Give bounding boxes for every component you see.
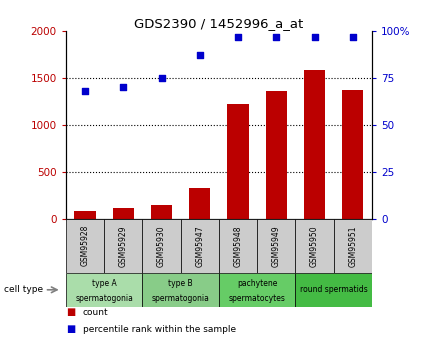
Bar	[113, 208, 134, 219]
Bar	[189, 188, 210, 219]
Text: GSM95951: GSM95951	[348, 225, 357, 267]
Bar	[342, 90, 363, 219]
Text: GSM95929: GSM95929	[119, 225, 128, 267]
Text: type B: type B	[168, 279, 193, 288]
Point	[158, 75, 165, 81]
Bar	[142, 219, 181, 273]
Bar	[74, 210, 96, 219]
Text: GSM95949: GSM95949	[272, 225, 281, 267]
Text: spermatogonia: spermatogonia	[152, 294, 210, 303]
Text: round spermatids: round spermatids	[300, 285, 368, 294]
Bar	[219, 273, 295, 307]
Bar	[295, 273, 372, 307]
Bar	[66, 219, 104, 273]
Text: GSM95928: GSM95928	[80, 225, 90, 266]
Text: pachytene: pachytene	[237, 279, 277, 288]
Title: GDS2390 / 1452996_a_at: GDS2390 / 1452996_a_at	[134, 17, 303, 30]
Bar	[142, 273, 219, 307]
Bar	[219, 219, 257, 273]
Point	[235, 34, 241, 39]
Text: ■: ■	[66, 325, 75, 334]
Point	[349, 34, 356, 39]
Text: spermatocytes: spermatocytes	[229, 294, 286, 303]
Point	[273, 34, 280, 39]
Text: GSM95947: GSM95947	[195, 225, 204, 267]
Bar	[104, 219, 142, 273]
Text: cell type: cell type	[4, 285, 43, 294]
Bar	[295, 219, 334, 273]
Text: type A: type A	[92, 279, 116, 288]
Text: GSM95930: GSM95930	[157, 225, 166, 267]
Point	[82, 88, 88, 94]
Point	[120, 85, 127, 90]
Bar	[227, 105, 249, 219]
Bar	[304, 70, 325, 219]
Text: GSM95950: GSM95950	[310, 225, 319, 267]
Bar	[266, 91, 287, 219]
Bar	[334, 219, 372, 273]
Bar	[181, 219, 219, 273]
Bar	[151, 205, 172, 219]
Text: percentile rank within the sample: percentile rank within the sample	[83, 325, 236, 334]
Bar	[66, 273, 142, 307]
Text: ■: ■	[66, 307, 75, 317]
Text: spermatogonia: spermatogonia	[75, 294, 133, 303]
Point	[311, 34, 318, 39]
Bar	[257, 219, 295, 273]
Text: GSM95948: GSM95948	[233, 225, 243, 267]
Point	[196, 53, 203, 58]
Text: count: count	[83, 308, 108, 317]
